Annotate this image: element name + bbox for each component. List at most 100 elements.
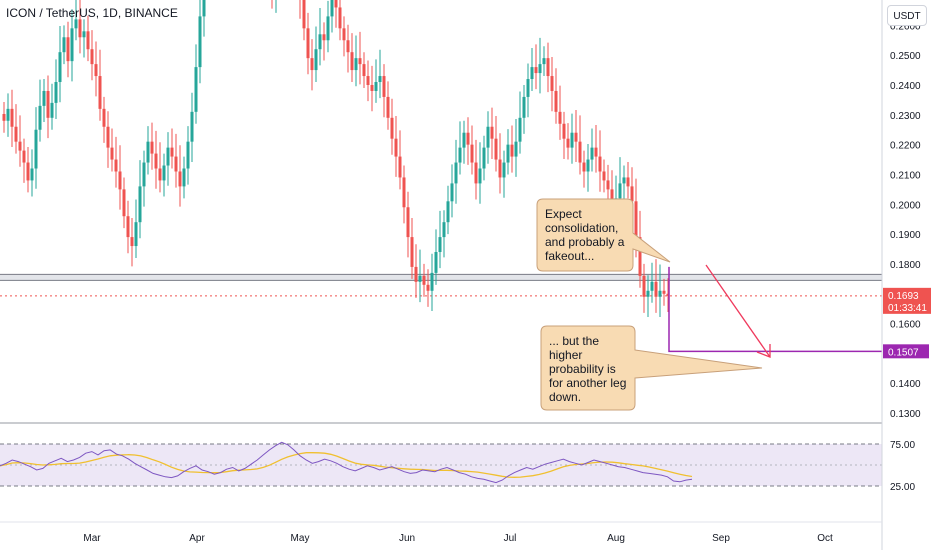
candle-body bbox=[186, 141, 190, 169]
candle-body bbox=[426, 284, 430, 291]
target-price-label: 0.1507 bbox=[883, 344, 929, 359]
candle-body bbox=[358, 58, 362, 65]
candle-body bbox=[150, 141, 154, 154]
time-tick-label: Mar bbox=[83, 533, 101, 544]
candle-body bbox=[126, 216, 130, 238]
candle-body bbox=[390, 117, 394, 139]
candle-body bbox=[310, 58, 314, 71]
symbol-title[interactable]: ICON / TetherUS, 1D, BINANCE bbox=[6, 6, 178, 20]
price-tick-label: 0.1600 bbox=[890, 320, 921, 331]
candle-body bbox=[582, 162, 586, 172]
candle-body bbox=[66, 37, 70, 62]
candle-body bbox=[394, 138, 398, 157]
candle-body bbox=[490, 126, 494, 139]
price-pane[interactable] bbox=[0, 0, 882, 422]
price-tick-label: 0.1300 bbox=[890, 409, 921, 420]
time-tick-label: Jul bbox=[504, 533, 517, 544]
candle-body bbox=[462, 132, 466, 148]
candle-body bbox=[146, 141, 150, 163]
candle-body bbox=[26, 162, 30, 181]
candle-body bbox=[646, 290, 650, 297]
currency-button[interactable]: USDT bbox=[887, 5, 927, 26]
support-zone-fill bbox=[0, 274, 882, 281]
candle-body bbox=[422, 275, 426, 285]
candle-body bbox=[658, 290, 662, 297]
last-price-label: 0.1693 01:33:41 bbox=[883, 287, 931, 314]
countdown-value: 01:33:41 bbox=[888, 303, 927, 314]
last-price-value: 0.1693 bbox=[888, 291, 919, 302]
candle-body bbox=[198, 16, 202, 68]
rsi-line bbox=[0, 441, 693, 484]
candle-body bbox=[194, 67, 198, 112]
candle-body bbox=[178, 171, 182, 187]
candle-body bbox=[382, 76, 386, 97]
candle-body bbox=[70, 28, 74, 62]
candle-body bbox=[530, 67, 534, 80]
candle-body bbox=[170, 147, 174, 157]
candle-body bbox=[94, 64, 98, 77]
candle-body bbox=[414, 266, 418, 282]
candle-body bbox=[662, 290, 666, 294]
candle-body bbox=[346, 40, 350, 53]
support-zone bbox=[0, 273, 882, 281]
candle-body bbox=[130, 237, 134, 247]
rsi-pane[interactable] bbox=[0, 441, 882, 487]
candle-body bbox=[442, 222, 446, 238]
candle-body bbox=[438, 237, 442, 253]
price-tick-label: 0.2600 bbox=[890, 21, 921, 32]
time-tick-label: Sep bbox=[712, 533, 730, 544]
candle-body bbox=[86, 31, 90, 50]
candle-body bbox=[538, 64, 542, 74]
candle-body bbox=[174, 156, 178, 172]
price-axis[interactable]: 0.2600 0.2500 0.2400 0.2300 0.2200 0.2100 0.20… bbox=[890, 21, 921, 420]
rsi-tick-label: 25.00 bbox=[890, 482, 915, 493]
candle-body bbox=[38, 105, 42, 130]
candle-body bbox=[602, 171, 606, 181]
candle-body bbox=[370, 84, 374, 91]
candle-body bbox=[302, 0, 306, 29]
price-tick-label: 0.1800 bbox=[890, 260, 921, 271]
candle-body bbox=[650, 281, 654, 291]
candle-body bbox=[386, 96, 390, 118]
candle-body bbox=[22, 150, 26, 163]
arrow-shaft bbox=[705, 264, 771, 358]
candle-body bbox=[202, 0, 206, 17]
candle-body bbox=[398, 156, 402, 178]
candle-body bbox=[474, 162, 478, 184]
candle-body bbox=[466, 132, 470, 145]
candle-body bbox=[114, 159, 118, 172]
candle-body bbox=[630, 186, 634, 202]
candle-body bbox=[478, 168, 482, 184]
candle-body bbox=[90, 49, 94, 65]
candle-body bbox=[482, 147, 486, 169]
candle-body bbox=[322, 34, 326, 41]
price-tick-label: 0.2100 bbox=[890, 170, 921, 181]
callout-leg-down[interactable]: ... but the higher probability is for an… bbox=[540, 325, 763, 411]
candle-body bbox=[606, 180, 610, 190]
candle-body bbox=[434, 252, 438, 273]
price-tick-label: 0.2400 bbox=[890, 81, 921, 92]
candle-body bbox=[418, 275, 422, 282]
candle-body bbox=[450, 183, 454, 202]
candle-body bbox=[550, 76, 554, 91]
candle-body bbox=[534, 67, 538, 74]
callout-consolidation-line-1: Expect bbox=[545, 207, 582, 221]
candle-body bbox=[182, 168, 186, 187]
candle-body bbox=[314, 49, 318, 71]
candle-body bbox=[514, 141, 518, 157]
candle-body bbox=[306, 28, 310, 59]
candle-body bbox=[110, 147, 114, 160]
candle-body bbox=[138, 186, 142, 223]
price-tick-label: 0.2500 bbox=[890, 51, 921, 62]
candle-body bbox=[334, 0, 338, 8]
candle-body bbox=[446, 201, 450, 223]
candle-body bbox=[458, 147, 462, 163]
time-axis[interactable]: Mar Apr May Jun Jul Aug Sep Oct bbox=[83, 533, 833, 544]
candle-body bbox=[342, 28, 346, 41]
callout-consolidation[interactable]: Expect consolidation, and probably a fak… bbox=[536, 198, 671, 272]
candle-body bbox=[62, 37, 66, 53]
candle-body bbox=[590, 147, 594, 160]
rsi-axis[interactable]: 75.00 25.00 bbox=[890, 440, 915, 493]
candle-body bbox=[190, 111, 194, 142]
